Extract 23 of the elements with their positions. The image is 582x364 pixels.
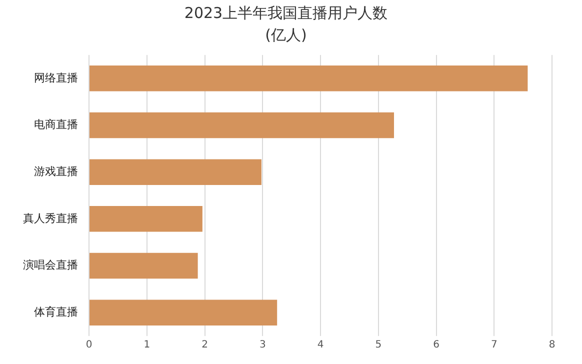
x-tick-label: 0 bbox=[86, 340, 92, 351]
bar bbox=[90, 300, 278, 326]
bar bbox=[90, 206, 202, 232]
bar bbox=[90, 252, 198, 279]
x-tick-label: 4 bbox=[317, 340, 324, 351]
x-tick-label: 1 bbox=[144, 340, 150, 351]
bar bbox=[90, 159, 262, 185]
chart-subtitle: (亿人) bbox=[265, 26, 307, 44]
x-tick-label: 8 bbox=[548, 340, 556, 351]
bar bbox=[90, 66, 528, 92]
y-tick-label: 游戏直播 bbox=[34, 164, 78, 178]
y-tick-label: 电商直播 bbox=[34, 118, 78, 132]
x-tick-label: 3 bbox=[259, 340, 266, 351]
y-tick-label: 真人秀直播 bbox=[23, 212, 78, 225]
x-tick-label: 7 bbox=[490, 340, 498, 351]
x-tick-label: 5 bbox=[375, 340, 382, 351]
y-tick-label: 网络直播 bbox=[34, 71, 78, 84]
x-tick-label: 2 bbox=[202, 340, 208, 351]
chart-title: 2023上半年我国直播用户人数 bbox=[184, 4, 388, 22]
y-tick-label: 演唱会直播 bbox=[23, 258, 78, 272]
y-tick-label: 体育直播 bbox=[34, 305, 78, 318]
bar bbox=[90, 112, 394, 138]
x-tick-label: 6 bbox=[433, 340, 440, 351]
